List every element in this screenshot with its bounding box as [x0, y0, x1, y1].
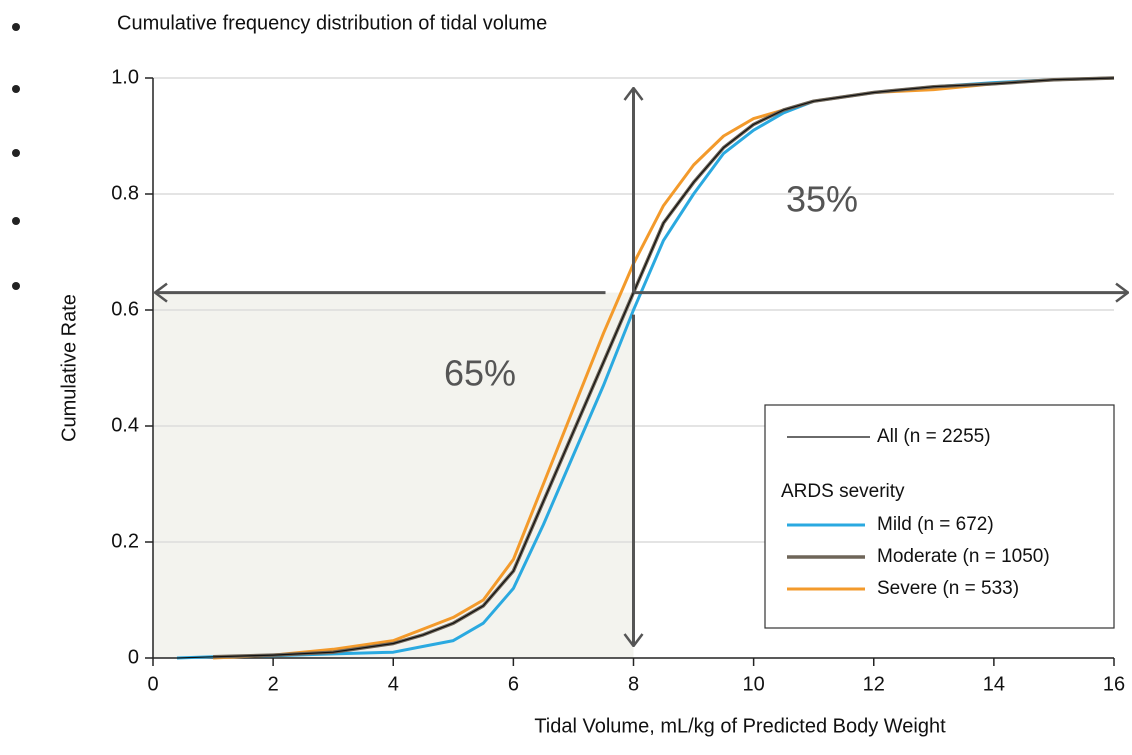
plot-area: 0 0.2 0.4 0.6 0.8 1.0 0 2 4 6 8 10 12 14 16 35% 65% All (…	[111, 66, 1128, 695]
y-tick-label: 0	[128, 646, 139, 668]
legend-label: All (n = 2255)	[877, 426, 991, 447]
y-tick-label: 0.4	[111, 414, 139, 436]
y-tick-label: 0.2	[111, 530, 139, 552]
x-tick-label: 2	[268, 673, 279, 695]
y-axis-title: Cumulative Rate	[58, 294, 80, 442]
legend-label: Moderate (n = 1050)	[877, 546, 1050, 567]
x-tick-label: 10	[743, 673, 765, 695]
y-tick-label: 1.0	[111, 66, 139, 88]
x-tick-label: 4	[388, 673, 399, 695]
x-tick-label: 6	[508, 673, 519, 695]
shaded-region	[153, 292, 634, 658]
x-tick-label: 12	[863, 673, 885, 695]
legend-label: Mild (n = 672)	[877, 514, 994, 535]
x-axis-title: Tidal Volume, mL/kg of Predicted Body We…	[534, 715, 946, 737]
x-tick-label: 16	[1103, 673, 1125, 695]
y-tick-label: 0.8	[111, 182, 139, 204]
x-tick-label: 0	[147, 673, 158, 695]
x-tick-label: 14	[983, 673, 1005, 695]
y-tick-label: 0.6	[111, 298, 139, 320]
annotation: 65%	[444, 353, 516, 394]
annotation: 35%	[786, 179, 858, 220]
series-line	[176, 77, 1115, 659]
legend-label: Severe (n = 533)	[877, 578, 1019, 599]
legend-box	[764, 404, 1115, 629]
slide-bullets	[12, 23, 20, 290]
x-tick-label: 8	[628, 673, 639, 695]
chart-title: Cumulative frequency distribution of tid…	[117, 12, 547, 34]
legend-title: ARDS severity	[781, 481, 905, 502]
